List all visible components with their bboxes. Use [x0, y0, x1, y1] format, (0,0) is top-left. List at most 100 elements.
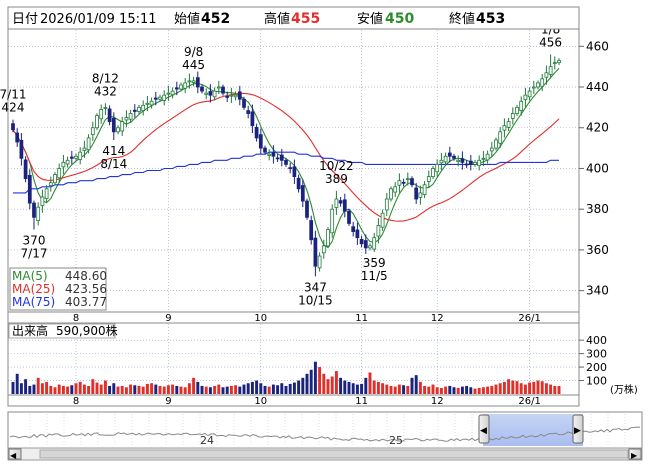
legend-ma25-label: MA(25) — [12, 282, 55, 296]
month-axis: 8 9 10 11 12 26/1 — [73, 313, 541, 324]
candle-body — [74, 155, 78, 159]
candle-body — [36, 206, 41, 221]
candle-body — [263, 147, 267, 153]
candle-body — [103, 106, 108, 109]
volume-bar — [532, 381, 536, 394]
candle-body — [44, 188, 49, 199]
price-annotation: 10/22 389 — [319, 159, 354, 186]
candle — [82, 140, 87, 158]
candle — [351, 221, 356, 237]
volume-bar — [154, 384, 158, 394]
candle — [523, 87, 528, 107]
volume-bar — [456, 387, 460, 394]
month-label: 12 — [431, 313, 444, 324]
candle — [443, 152, 448, 166]
candle — [69, 150, 74, 165]
candle-body — [330, 208, 335, 234]
volume-bar — [11, 381, 15, 394]
candle — [65, 156, 70, 168]
volume-bar — [305, 373, 309, 394]
legend-ma5-label: MA(5) — [12, 269, 48, 283]
candle-body — [334, 198, 339, 208]
scroll-left-button[interactable] — [8, 448, 22, 460]
candle — [460, 151, 465, 170]
candle-body — [544, 72, 549, 78]
candle-body — [422, 184, 427, 195]
candle — [435, 159, 440, 177]
candle — [326, 227, 330, 249]
candle — [359, 235, 364, 248]
scroll-right-button[interactable] — [628, 448, 642, 460]
candle — [368, 243, 372, 251]
candle-body — [82, 147, 87, 151]
volume-bar — [200, 385, 204, 394]
volume-bar — [15, 373, 19, 394]
volume-bar — [196, 381, 200, 394]
volume-bar — [368, 372, 372, 394]
candle-body — [460, 158, 465, 163]
volume-bar — [53, 387, 57, 394]
annotation-line: 10/15 — [298, 293, 333, 307]
candle-body — [195, 77, 200, 88]
candle — [389, 186, 393, 202]
candle — [212, 87, 217, 101]
candle — [183, 78, 188, 94]
volume-bar — [414, 375, 418, 394]
candle — [128, 109, 133, 123]
open-label: 始値 — [174, 11, 200, 27]
candle — [44, 185, 49, 203]
volume-bar — [74, 383, 78, 394]
candle-body — [519, 100, 524, 112]
candle — [95, 113, 99, 131]
volume-bar — [150, 383, 154, 394]
candle — [330, 204, 335, 238]
candle — [191, 76, 196, 87]
navigator-label-25: 25 — [389, 434, 403, 447]
candle-body — [65, 159, 70, 165]
annotation-line: 359 — [363, 256, 386, 270]
low-label: 安値 — [357, 11, 383, 27]
candle — [179, 82, 183, 92]
scroll-thumb[interactable] — [39, 449, 629, 459]
candle-body — [191, 80, 196, 83]
volume-bar — [502, 381, 506, 394]
candle-body — [120, 121, 125, 132]
volume-bar — [158, 385, 162, 394]
candle — [11, 119, 15, 133]
candle — [393, 181, 398, 197]
candle-body — [208, 91, 213, 96]
candle-body — [393, 186, 398, 193]
candle-body — [473, 161, 477, 165]
candle — [338, 196, 343, 207]
candle-body — [380, 212, 385, 228]
candle-body — [540, 78, 545, 87]
candle — [23, 156, 28, 183]
candle — [107, 105, 112, 126]
volume-bar — [519, 383, 523, 394]
annotation-line: 8/14 — [100, 157, 127, 171]
candle-body — [132, 109, 137, 112]
volume-bar — [376, 381, 380, 394]
candle — [452, 153, 456, 161]
candle-body — [246, 110, 251, 114]
close-label: 終値 — [449, 11, 475, 27]
navigator-left-handle[interactable] — [478, 414, 490, 444]
candle — [414, 183, 419, 204]
header-bar — [7, 6, 580, 30]
navigator-right-handle[interactable] — [572, 414, 584, 444]
candle — [221, 84, 225, 96]
volume-bar — [91, 379, 95, 394]
candle — [506, 117, 511, 131]
navigator-selection[interactable] — [483, 414, 583, 446]
price-annotation: 347 10/15 — [298, 280, 333, 307]
candle — [145, 95, 150, 112]
candle-body — [557, 60, 561, 63]
candle — [124, 110, 129, 128]
candle-body — [410, 178, 414, 186]
candle-body — [11, 123, 15, 131]
candle-body — [342, 199, 347, 212]
candle — [162, 90, 167, 106]
volume-bar — [477, 387, 481, 394]
candle — [355, 222, 360, 246]
